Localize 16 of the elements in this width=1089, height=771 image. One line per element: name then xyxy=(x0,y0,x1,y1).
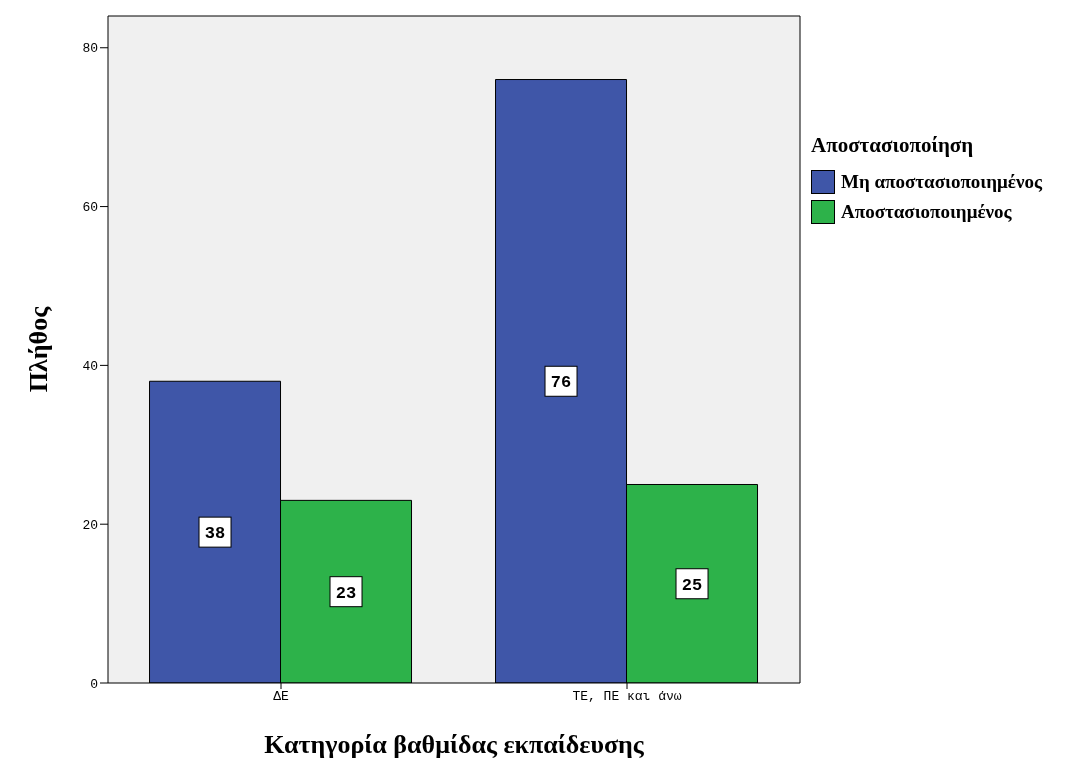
y-tick-label: 40 xyxy=(82,359,98,374)
data-label: 23 xyxy=(335,583,357,603)
data-label: 38 xyxy=(204,524,226,544)
legend-title: Αποστασιοποίηση xyxy=(811,133,975,158)
y-tick-label: 0 xyxy=(90,676,98,692)
data-label: 76 xyxy=(550,373,572,393)
y-tick-label: 60 xyxy=(82,200,98,216)
x-tick-label: ΤΕ, ΠΕ και άνω xyxy=(572,689,682,705)
y-tick-label: 80 xyxy=(82,41,98,57)
y-tick-label: 20 xyxy=(82,517,98,533)
legend-label: Αποστασιοποιημένος xyxy=(841,201,1012,223)
y-axis-title: Πλήθος xyxy=(24,305,54,393)
data-label: 25 xyxy=(681,575,703,595)
x-axis-title: Κατηγορία βαθμίδας εκπαίδευσης xyxy=(264,730,645,759)
legend-label: Μη αποστασιοποιημένος xyxy=(841,171,1042,193)
x-tick-label: ΔΕ xyxy=(273,689,289,705)
